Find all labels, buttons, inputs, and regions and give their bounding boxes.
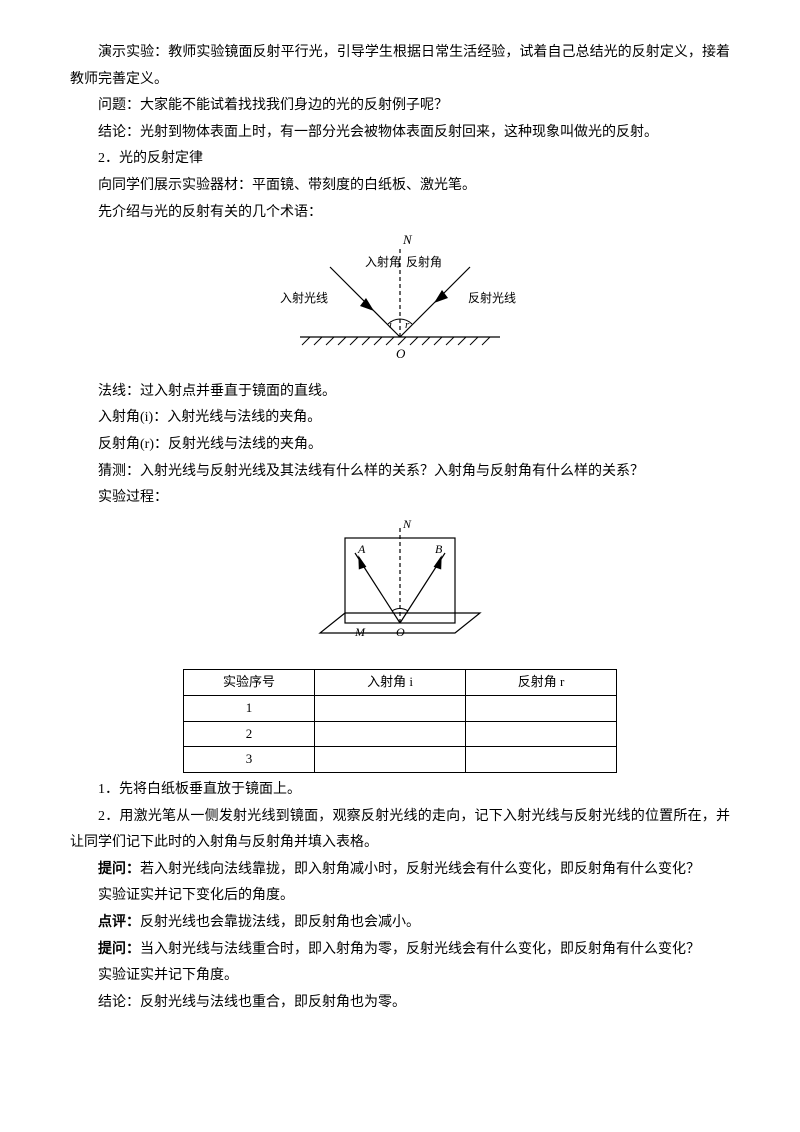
th-seq: 实验序号	[184, 670, 315, 696]
para-apparatus: 向同学们展示实验器材：平面镜、带刻度的白纸板、激光笔。	[70, 173, 730, 200]
table-row: 1	[184, 696, 617, 722]
para-guess: 猜测：入射光线与反射光线及其法线有什么样的关系？入射角与反射角有什么样的关系？	[70, 459, 730, 486]
label-ask-2: 提问：	[98, 942, 140, 957]
cell-seq-3: 3	[184, 747, 315, 773]
para-process-heading: 实验过程：	[70, 485, 730, 512]
cell-r-3	[466, 747, 617, 773]
table-row: 3	[184, 747, 617, 773]
cell-i-1	[315, 696, 466, 722]
cell-r-2	[466, 721, 617, 747]
label-reflect-angle: 反射角	[406, 254, 442, 269]
label-O: O	[396, 346, 406, 361]
para-verify-1: 实验证实并记下变化后的角度。	[70, 883, 730, 910]
para-ask-2: 提问：当入射光线与法线重合时，即入射角为零，反射光线会有什么变化，即反射角有什么…	[70, 937, 730, 964]
label2-N: N	[402, 518, 412, 531]
para-step-1: 1．先将白纸板垂直放于镜面上。	[70, 777, 730, 804]
diagram-reflection-rays: N 入射角 反射角 入射光线 反射光线 i r O	[70, 232, 730, 373]
label2-O: O	[396, 625, 405, 639]
label-incident-angle: 入射角	[365, 254, 401, 269]
para-reflect-angle-def: 反射角(r)：反射光线与法线的夹角。	[70, 432, 730, 459]
label2-A: A	[357, 542, 366, 556]
label-r: r	[405, 319, 410, 331]
para-demo-experiment: 演示实验：教师实验镜面反射平行光，引导学生根据日常生活经验，试着自己总结光的反射…	[70, 40, 730, 93]
diagram-board-on-mirror: N A B M O	[70, 518, 730, 664]
cell-seq-1: 1	[184, 696, 315, 722]
review-1-text: 反射光线也会靠拢法线，即反射角也会减小。	[140, 915, 420, 930]
label-incident-ray: 入射光线	[280, 290, 328, 305]
cell-seq-2: 2	[184, 721, 315, 747]
table-header-row: 实验序号 入射角 i 反射角 r	[184, 670, 617, 696]
para-incident-angle-def: 入射角(i)：入射光线与法线的夹角。	[70, 405, 730, 432]
label2-M: M	[354, 625, 366, 639]
label2-B: B	[435, 542, 443, 556]
para-conclusion-2: 结论：反射光线与法线也重合，即反射角也为零。	[70, 990, 730, 1017]
cell-i-3	[315, 747, 466, 773]
para-verify-2: 实验证实并记下角度。	[70, 963, 730, 990]
para-terms-intro: 先介绍与光的反射有关的几个术语：	[70, 200, 730, 227]
para-ask-1: 提问：若入射光线向法线靠拢，即入射角减小时，反射光线会有什么变化，即反射角有什么…	[70, 857, 730, 884]
ask-2-text: 当入射光线与法线重合时，即入射角为零，反射光线会有什么变化，即反射角有什么变化？	[140, 942, 700, 957]
para-conclusion-1: 结论：光射到物体表面上时，有一部分光会被物体表面反射回来，这种现象叫做光的反射。	[70, 120, 730, 147]
label-i: i	[389, 319, 392, 331]
label-reflect-ray: 反射光线	[468, 290, 516, 305]
label-review: 点评：	[98, 915, 140, 930]
label-ask: 提问：	[98, 862, 140, 877]
th-incident: 入射角 i	[315, 670, 466, 696]
para-step-2: 2．用激光笔从一侧发射光线到镜面，观察反射光线的走向，记下入射光线与反射光线的位…	[70, 804, 730, 857]
ask-1-text: 若入射光线向法线靠拢，即入射角减小时，反射光线会有什么变化，即反射角有什么变化？	[140, 862, 700, 877]
para-normal-def: 法线：过入射点并垂直于镜面的直线。	[70, 379, 730, 406]
heading-2-law: 2．光的反射定律	[70, 146, 730, 173]
cell-r-1	[466, 696, 617, 722]
th-reflect: 反射角 r	[466, 670, 617, 696]
label-N: N	[402, 232, 413, 247]
experiment-table: 实验序号 入射角 i 反射角 r 1 2 3	[183, 669, 617, 773]
table-row: 2	[184, 721, 617, 747]
para-review-1: 点评：反射光线也会靠拢法线，即反射角也会减小。	[70, 910, 730, 937]
cell-i-2	[315, 721, 466, 747]
para-question: 问题：大家能不能试着找找我们身边的光的反射例子呢？	[70, 93, 730, 120]
